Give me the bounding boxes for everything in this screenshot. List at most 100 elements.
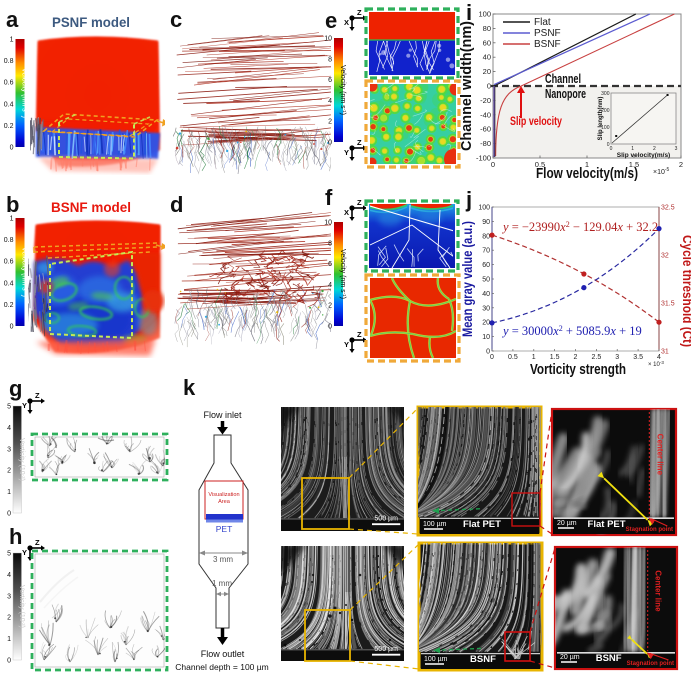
svg-text:10: 10 <box>324 220 332 227</box>
svg-text:Slip velocity: Slip velocity <box>510 114 562 128</box>
svg-text:BSNF: BSNF <box>534 39 561 50</box>
svg-text:Flat: Flat <box>534 17 551 28</box>
svg-text:0.2: 0.2 <box>4 123 14 130</box>
svg-text:0.4: 0.4 <box>4 101 14 108</box>
svg-text:0.8: 0.8 <box>4 58 14 65</box>
svg-text:X: X <box>344 18 349 27</box>
svg-text:31.5: 31.5 <box>661 301 675 308</box>
svg-text:6: 6 <box>328 261 332 268</box>
svg-text:5: 5 <box>7 551 11 558</box>
svg-text:BSNF: BSNF <box>470 654 496 665</box>
svg-text:500 µm: 500 µm <box>374 646 398 653</box>
svg-text:-60: -60 <box>480 125 491 134</box>
svg-text:90: 90 <box>482 219 490 226</box>
svg-text:Z: Z <box>35 538 40 547</box>
svg-text:-80: -80 <box>480 139 491 148</box>
svg-text:1 mm: 1 mm <box>212 579 232 588</box>
svg-text:0: 0 <box>328 324 332 331</box>
svg-text:31: 31 <box>661 349 669 356</box>
svg-text:Y: Y <box>344 340 349 349</box>
svg-text:0.5: 0.5 <box>508 354 518 361</box>
svg-text:100: 100 <box>478 10 491 19</box>
svg-text:Center line: Center line <box>655 434 664 476</box>
svg-text:40: 40 <box>482 291 490 298</box>
svg-text:PET: PET <box>216 524 233 534</box>
svg-text:Flow velocity(m/s): Flow velocity(m/s) <box>536 165 638 182</box>
svg-text:2: 2 <box>574 354 578 361</box>
svg-text:Nanopore: Nanopore <box>545 87 586 101</box>
svg-text:8: 8 <box>328 56 332 63</box>
svg-text:5: 5 <box>7 404 11 411</box>
svg-text:50: 50 <box>482 277 490 284</box>
svg-text:k: k <box>183 375 196 400</box>
svg-text:20: 20 <box>482 320 490 327</box>
svg-text:Channel: Channel <box>545 72 581 86</box>
svg-text:0: 0 <box>7 511 11 518</box>
svg-text:Channel depth = 100 µm: Channel depth = 100 µm <box>175 662 269 672</box>
svg-text:Y: Y <box>22 548 27 557</box>
svg-text:4: 4 <box>328 98 332 105</box>
svg-text:Flow outlet: Flow outlet <box>201 649 245 659</box>
svg-text:32: 32 <box>661 253 669 260</box>
svg-text:8: 8 <box>328 240 332 247</box>
svg-text:Flat PET: Flat PET <box>463 519 501 530</box>
svg-text:3: 3 <box>7 446 11 453</box>
svg-text:2: 2 <box>7 468 11 475</box>
svg-text:Y: Y <box>344 148 349 157</box>
svg-text:20 µm: 20 µm <box>560 654 580 661</box>
svg-text:Flat PET: Flat PET <box>588 519 626 530</box>
svg-text:2: 2 <box>679 160 683 169</box>
svg-text:100: 100 <box>478 205 490 212</box>
svg-text:100 µm: 100 µm <box>423 521 447 528</box>
svg-text:Velocity (nm s-1): Velocity (nm s-1) <box>21 68 30 118</box>
svg-text:BSNF: BSNF <box>596 653 622 664</box>
svg-text:30: 30 <box>482 305 490 312</box>
svg-text:3.5: 3.5 <box>633 354 643 361</box>
svg-text:4: 4 <box>328 282 332 289</box>
svg-text:3: 3 <box>615 354 619 361</box>
svg-text:Vorticity strength: Vorticity strength <box>530 361 626 378</box>
svg-text:0.6: 0.6 <box>4 259 14 266</box>
svg-text:j: j <box>465 187 472 212</box>
svg-text:0: 0 <box>10 145 14 152</box>
svg-text:BSNF model: BSNF model <box>51 199 131 215</box>
svg-text:2: 2 <box>328 119 332 126</box>
svg-text:Velocity (nm s-1): Velocity (nm s-1) <box>339 249 348 299</box>
svg-text:e: e <box>325 8 337 33</box>
svg-text:20: 20 <box>483 67 491 76</box>
svg-text:y = −23990x2 − 129.04x + 32.2: y = −23990x2 − 129.04x + 32.2 <box>501 220 658 235</box>
svg-text:0: 0 <box>10 324 14 331</box>
svg-text:20 µm: 20 µm <box>557 520 577 527</box>
svg-text:Vorticity (10-3): Vorticity (10-3) <box>18 438 27 481</box>
svg-text:y = 30000x2 + 5085.9x + 19: y = 30000x2 + 5085.9x + 19 <box>501 324 642 339</box>
svg-text:d: d <box>170 192 183 217</box>
svg-text:Z: Z <box>357 8 362 17</box>
svg-text:100 µm: 100 µm <box>424 656 448 663</box>
svg-text:0.6: 0.6 <box>4 80 14 87</box>
svg-text:10: 10 <box>324 36 332 43</box>
svg-text:0.4: 0.4 <box>4 280 14 287</box>
svg-text:80: 80 <box>483 24 491 33</box>
svg-text:PSNF: PSNF <box>534 28 561 39</box>
svg-text:0: 0 <box>491 160 495 169</box>
svg-text:a: a <box>6 7 19 32</box>
svg-text:40: 40 <box>483 53 491 62</box>
svg-text:-100: -100 <box>476 154 491 163</box>
svg-text:1: 1 <box>7 636 11 643</box>
svg-text:Stagnation point: Stagnation point <box>627 661 674 667</box>
svg-text:Velocity (nm s-1): Velocity (nm s-1) <box>339 65 348 115</box>
svg-text:-20: -20 <box>480 96 491 105</box>
svg-text:3: 3 <box>7 593 11 600</box>
svg-text:80: 80 <box>482 233 490 240</box>
svg-text:Channel width(nm): Channel width(nm) <box>458 21 475 151</box>
svg-text:0: 0 <box>328 140 332 147</box>
svg-text:Mean gray value (a.u.): Mean gray value (a.u.) <box>459 221 475 337</box>
svg-text:1: 1 <box>7 489 11 496</box>
svg-text:4: 4 <box>7 572 11 579</box>
svg-text:Slip velocity(m/s): Slip velocity(m/s) <box>617 152 670 159</box>
svg-text:Visualization: Visualization <box>208 492 239 498</box>
svg-text:Velocity (nm s-1): Velocity (nm s-1) <box>21 247 30 297</box>
svg-text:6: 6 <box>328 77 332 84</box>
svg-text:4: 4 <box>7 425 11 432</box>
svg-text:3: 3 <box>675 146 678 152</box>
